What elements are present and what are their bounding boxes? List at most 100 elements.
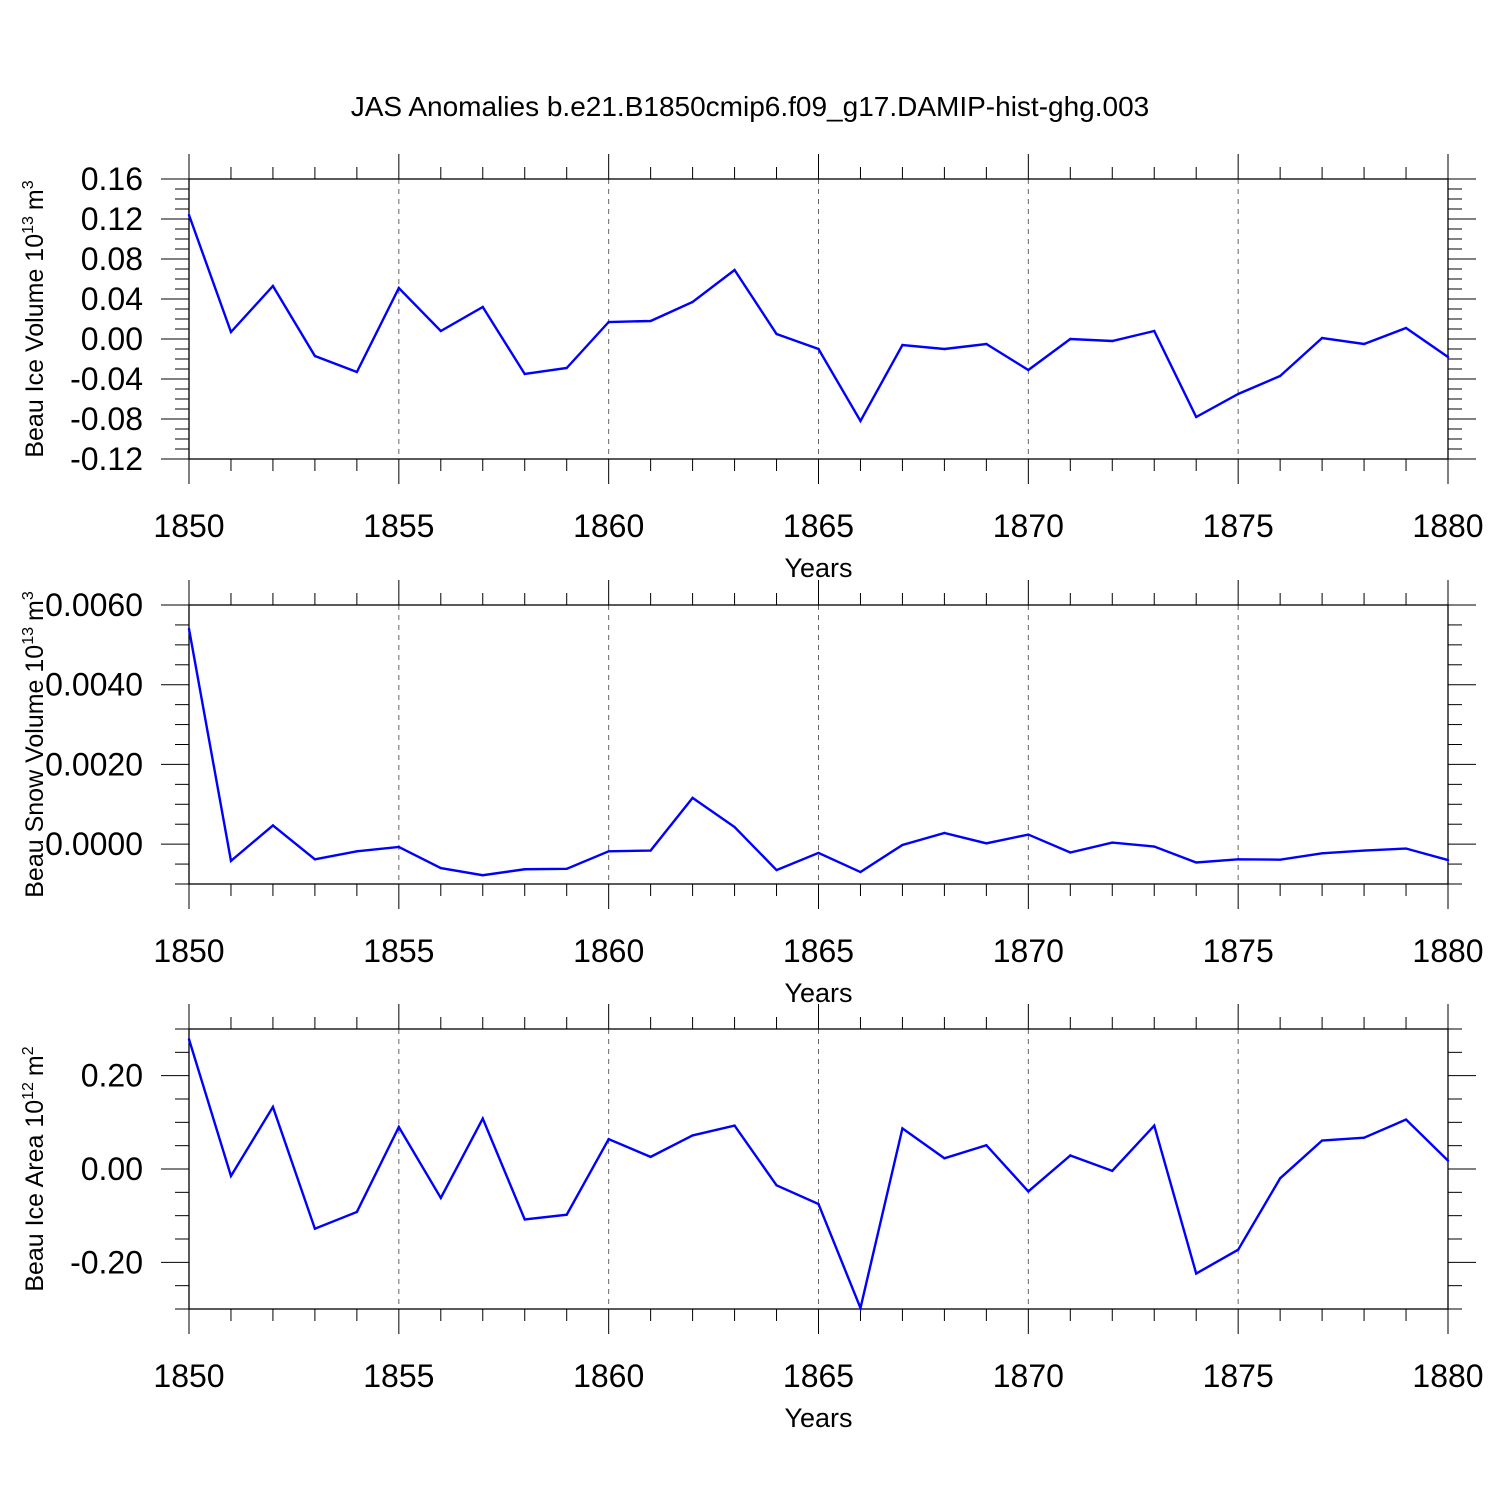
data-point-1870 <box>1027 1190 1030 1193</box>
data-point-1854 <box>355 370 359 374</box>
data-point-1852 <box>271 824 275 827</box>
data-point-1879 <box>1404 847 1408 850</box>
x-tick-label: 1875 <box>1203 508 1274 544</box>
data-point-1873 <box>1153 329 1156 333</box>
data-point-1876 <box>1278 374 1282 378</box>
data-point-1860 <box>607 320 610 324</box>
data-point-1852 <box>271 1105 275 1109</box>
data-point-1867 <box>901 343 904 347</box>
x-axis-label: Years <box>784 1403 852 1433</box>
y-tick-label: -0.20 <box>70 1244 143 1280</box>
data-point-1872 <box>1111 339 1114 343</box>
x-tick-label: 1855 <box>363 933 434 969</box>
data-point-1878 <box>1362 1136 1366 1139</box>
data-point-1860 <box>607 1137 610 1141</box>
data-point-1879 <box>1404 326 1408 330</box>
x-tick-label: 1850 <box>153 933 224 969</box>
y-axis-label-unit: m <box>21 1055 49 1076</box>
x-tick-label: 1880 <box>1412 933 1483 969</box>
y-axis-label: Beau Ice Area 1012 m2 <box>20 1046 49 1291</box>
data-point-1877 <box>1320 852 1324 855</box>
y-tick-label: 0.00 <box>81 321 143 357</box>
data-point-1871 <box>1069 851 1072 854</box>
y-tick-label: -0.04 <box>70 361 143 397</box>
data-point-1873 <box>1153 845 1156 848</box>
x-tick-label: 1875 <box>1203 933 1274 969</box>
x-axis-label: Years <box>784 553 852 583</box>
data-point-1859 <box>565 867 568 871</box>
data-point-1854 <box>355 1210 359 1214</box>
x-tick-label: 1870 <box>993 1358 1064 1394</box>
y-tick-label: 0.08 <box>81 241 143 277</box>
data-point-1856 <box>439 329 442 333</box>
data-point-1878 <box>1362 342 1366 346</box>
y-axis-label-unit-exponent: 3 <box>20 180 37 189</box>
data-point-1870 <box>1027 368 1030 372</box>
data-point-1850 <box>187 627 191 631</box>
y-tick-label: 0.12 <box>81 201 143 237</box>
data-point-1863 <box>733 268 736 272</box>
data-point-1868 <box>943 831 946 835</box>
data-point-1880 <box>1446 858 1450 862</box>
data-point-1857 <box>481 874 484 877</box>
data-point-1863 <box>733 825 736 829</box>
data-point-1861 <box>649 1155 652 1159</box>
data-point-1855 <box>397 1125 401 1129</box>
y-axis-label-text: Beau Ice Volume 10 <box>21 234 49 458</box>
data-point-1856 <box>439 866 442 870</box>
data-point-1866 <box>859 419 862 423</box>
y-tick-label: -0.12 <box>70 441 143 477</box>
y-axis-label-text: Beau Snow Volume 10 <box>21 645 49 898</box>
panel-2: 1850 1855 1860 1865 1870 1875 1880 0.0000 0.0020… <box>20 580 1484 1008</box>
data-point-1867 <box>901 843 904 847</box>
data-point-1862 <box>691 796 694 800</box>
data-point-1877 <box>1320 1139 1324 1142</box>
x-tick-label: 1875 <box>1203 1358 1274 1394</box>
y-tick-label: 0.16 <box>81 161 143 197</box>
y-tick-label: 0.04 <box>81 281 143 317</box>
data-point-1858 <box>523 372 526 376</box>
y-tick-label: -0.08 <box>70 401 143 437</box>
data-point-1855 <box>397 845 401 849</box>
y-axis-label-unit: m <box>21 600 49 621</box>
y-tick-label: 0.00 <box>81 1151 143 1187</box>
data-point-1874 <box>1195 1272 1198 1275</box>
data-point-1856 <box>439 1196 442 1200</box>
data-point-1857 <box>481 1117 484 1120</box>
data-point-1853 <box>313 1227 317 1230</box>
y-axis-label: Beau Ice Volume 1013 m3 <box>20 180 49 457</box>
data-point-1855 <box>397 286 401 290</box>
data-point-1864 <box>775 1184 778 1187</box>
data-point-1873 <box>1153 1124 1156 1127</box>
chart-title: JAS Anomalies b.e21.B1850cmip6.f09_g17.D… <box>351 91 1149 122</box>
data-point-1880 <box>1446 1159 1450 1162</box>
data-point-1862 <box>691 300 694 304</box>
x-tick-label: 1860 <box>573 508 644 544</box>
data-point-1875 <box>1236 392 1240 396</box>
data-point-1874 <box>1195 415 1198 419</box>
y-axis-label-unit-exponent: 3 <box>20 591 37 600</box>
x-tick-label: 1850 <box>153 1358 224 1394</box>
y-tick-label: 0.20 <box>81 1058 143 1094</box>
x-tick-label: 1870 <box>993 933 1064 969</box>
data-point-1853 <box>313 858 317 861</box>
data-point-1870 <box>1027 833 1030 836</box>
data-point-1880 <box>1446 355 1450 359</box>
x-tick-label: 1850 <box>153 508 224 544</box>
y-tick-label: 0.0040 <box>45 667 143 703</box>
data-point-1875 <box>1236 858 1240 861</box>
x-tick-label: 1870 <box>993 508 1064 544</box>
panel-1: 1850 1855 1860 1865 1870 1875 1880 -0.12 -0.08 -0… <box>20 154 1484 583</box>
data-point-1859 <box>565 1213 568 1216</box>
x-tick-label: 1865 <box>783 1358 854 1394</box>
data-point-1851 <box>229 859 233 863</box>
x-tick-label: 1865 <box>783 933 854 969</box>
data-point-1871 <box>1069 1154 1072 1157</box>
data-point-1860 <box>607 850 610 853</box>
data-point-1865 <box>817 1202 820 1206</box>
data-point-1864 <box>775 868 778 872</box>
data-point-1869 <box>985 1144 988 1147</box>
data-point-1852 <box>271 284 275 288</box>
data-point-1861 <box>649 319 652 323</box>
